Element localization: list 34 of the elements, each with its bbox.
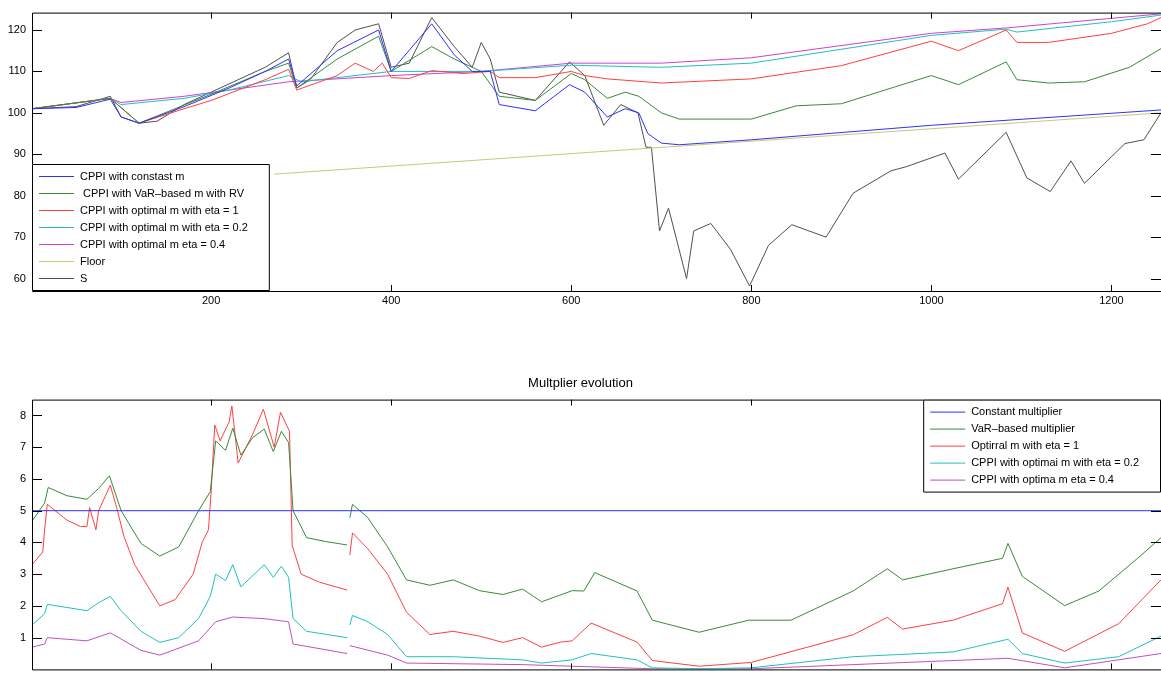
y-tick-label: 5 [19, 503, 26, 516]
y-tick-label: 60 [13, 271, 26, 284]
legend-label: CPPI with optimal m with eta = 0.2 [80, 220, 248, 233]
x-tick-label: 200 [201, 293, 221, 306]
legend-label: S [80, 271, 88, 284]
chart-title: Multplier evolution [528, 375, 633, 391]
legend-label: CPPI with optimal m with eta = 1 [80, 203, 239, 216]
y-tick-label: 6 [19, 471, 26, 484]
x-tick-label: 400 [382, 293, 401, 306]
x-tick-label: 600 [562, 293, 581, 306]
y-tick-label: 90 [13, 147, 26, 160]
y-tick-label: 110 [8, 64, 26, 77]
legend-label: CPPI with constast m [80, 169, 185, 182]
legend-label: CPPI with optima m eta = 0.4 [971, 473, 1114, 486]
y-tick-label: 4 [19, 535, 26, 548]
legend-label: Floor [80, 254, 106, 267]
y-tick-label: 70 [13, 230, 26, 243]
y-tick-label: 7 [19, 440, 26, 453]
legend-label: CPPI with optimal m eta = 0.4 [80, 237, 226, 250]
y-tick-label: 120 [7, 23, 26, 36]
x-tick-label: 1000 [919, 293, 944, 306]
y-tick-label: 1 [19, 630, 26, 643]
y-tick-label: 2 [19, 598, 26, 611]
legend-label: Optirral m with eta = 1 [971, 439, 1080, 452]
x-tick-label: 1200 [1099, 293, 1124, 306]
y-tick-label: 80 [13, 188, 26, 201]
x-tick-label: 800 [742, 293, 761, 306]
y-tick-label: 100 [7, 105, 26, 118]
y-tick-label: 3 [19, 567, 26, 580]
legend-label: Constant multiplier [971, 405, 1063, 418]
legend-label: VaR–based multiplier [971, 422, 1076, 435]
y-tick-label: 8 [19, 408, 26, 421]
legend-label: CPPI with VaR–based m with RV [80, 186, 245, 199]
legend-label: CPPI with optimai m with eta = 0.2 [971, 456, 1140, 469]
